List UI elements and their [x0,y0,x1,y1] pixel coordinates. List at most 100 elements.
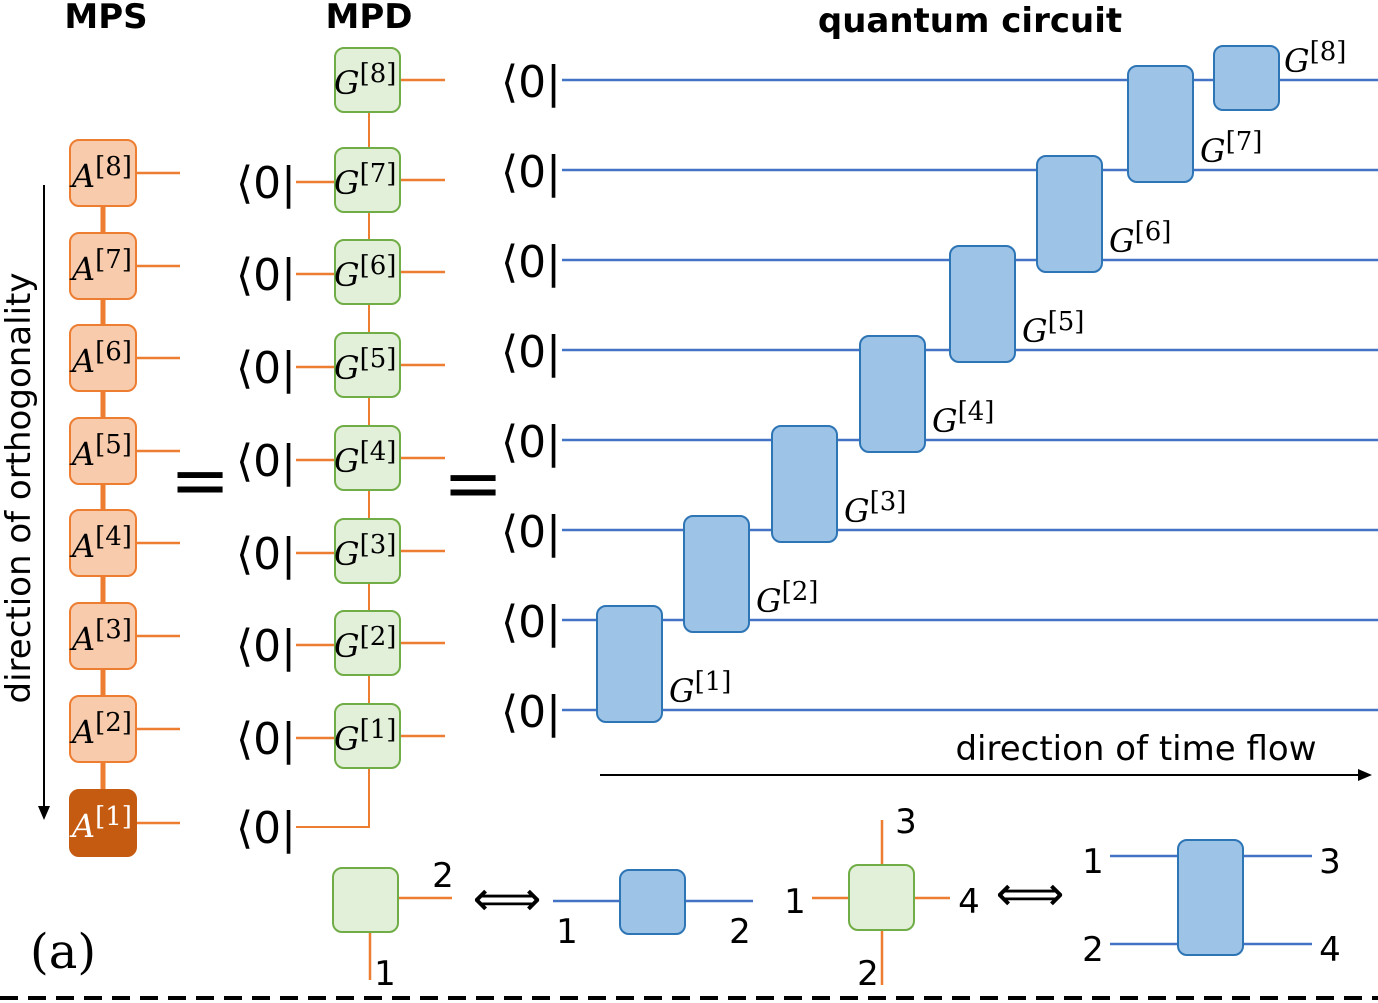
tensor-symbol: G [334,535,360,573]
tensor-symbol: A [69,250,95,288]
tensor-label: G[7] [334,159,396,202]
tensor-symbol: G [334,256,360,294]
tensor-index: [6] [1135,217,1172,247]
gate [949,245,1016,363]
gate [1036,155,1103,273]
bra: ⟨0| [501,687,561,738]
leg-number: 1 [1082,842,1104,882]
mpd-tensor [334,610,401,676]
bra: ⟨0| [236,436,296,487]
mpd-tensor [334,332,401,398]
tensor-label: G[4] [334,437,396,480]
tensor-index: [3] [95,615,132,645]
tensor-label: A[8] [69,152,132,195]
tensor-label: G[6] [334,251,396,294]
tensor-index: [1] [95,802,132,832]
tensor-symbol: G [334,64,360,102]
leg-number: 3 [1319,842,1341,882]
bra: ⟨0| [501,327,561,378]
tensor-label: G[6] [1109,217,1171,260]
equivalence: ⟺ [996,866,1065,922]
leg-number: 2 [729,912,751,952]
equals-sign: = [443,441,503,525]
mpd-tensor [848,864,915,931]
tensor-symbol: A [69,157,95,195]
tensor-label: A[4] [69,522,132,565]
tensor-symbol: G [1200,132,1226,170]
gate [771,425,838,543]
bra: ⟨0| [236,343,296,394]
tensor-symbol: G [669,672,695,710]
tensor-symbol: A [69,713,95,751]
leg-number: 2 [1082,930,1104,970]
mpd-tensor [334,518,401,584]
tensor-index: [8] [95,152,132,182]
tensor-label: A[6] [69,337,132,380]
tensor-index: [5] [1048,307,1085,337]
gate [1177,839,1244,956]
mps-tensor [69,417,137,485]
leg-number: 2 [432,856,454,896]
mpd-tensor [334,239,401,305]
bra: ⟨0| [501,417,561,468]
mps-tensor [69,509,137,577]
tensor-index: [5] [360,344,397,374]
tensor-symbol: A [69,435,95,473]
tensor-symbol: G [334,442,360,480]
bra: ⟨0| [236,621,296,672]
bra: ⟨0| [501,57,561,108]
leg-number: 3 [895,802,917,842]
gate [1127,65,1194,183]
tensor-index: [7] [1226,127,1263,157]
tensor-label: G[2] [756,577,818,620]
mpd-tensor [334,47,401,113]
tensor-index: [6] [360,251,397,281]
bra: ⟨0| [501,147,561,198]
tensor-symbol: G [334,627,360,665]
tensor-symbol: G [844,492,870,530]
tensor-index: [1] [360,715,397,745]
leg-number: 4 [1319,930,1341,970]
tensor-index: [8] [1310,37,1347,67]
gate [683,515,750,633]
tensor-label: G[7] [1200,127,1262,170]
bra: ⟨0| [236,250,296,301]
gate [596,605,663,723]
tensor-label: G[3] [844,487,906,530]
arrow-head [38,806,50,820]
tensor-symbol: G [932,402,958,440]
tensor-label: G[8] [334,59,396,102]
mps-tensor [69,232,137,300]
mps-tensor [69,789,137,857]
tensor-index: [3] [360,530,397,560]
tensor-symbol: G [1284,42,1310,80]
mpd-tensor [334,147,401,213]
gate [1213,45,1280,111]
mpd-tensor [332,867,399,933]
tensor-index: [5] [95,430,132,460]
tensor-symbol: A [69,527,95,565]
leg-number: 1 [556,912,578,952]
tensor-symbol: A [69,620,95,658]
bra: ⟨0| [501,597,561,648]
time-label: direction of time flow [955,729,1316,769]
orthogonality-label: direction of orthogonality [0,273,39,704]
tensor-symbol: G [334,349,360,387]
tensor-label: G[8] [1284,37,1346,80]
tensor-label: G[5] [334,344,396,387]
tensor-index: [7] [360,159,397,189]
mps-tensor [69,139,137,207]
tensor-label: A[7] [69,245,132,288]
tensor-index: [8] [360,59,397,89]
leg-number: 1 [374,954,396,994]
tensor-symbol: A [69,807,95,845]
bra: ⟨0| [236,529,296,580]
tensor-index: [4] [360,437,397,467]
tensor-index: [1] [695,667,732,697]
tensor-symbol: G [334,720,360,758]
bra: ⟨0| [236,714,296,765]
circuit-header: quantum circuit [818,1,1122,41]
mps-header: MPS [64,0,147,37]
bra: ⟨0| [236,158,296,209]
